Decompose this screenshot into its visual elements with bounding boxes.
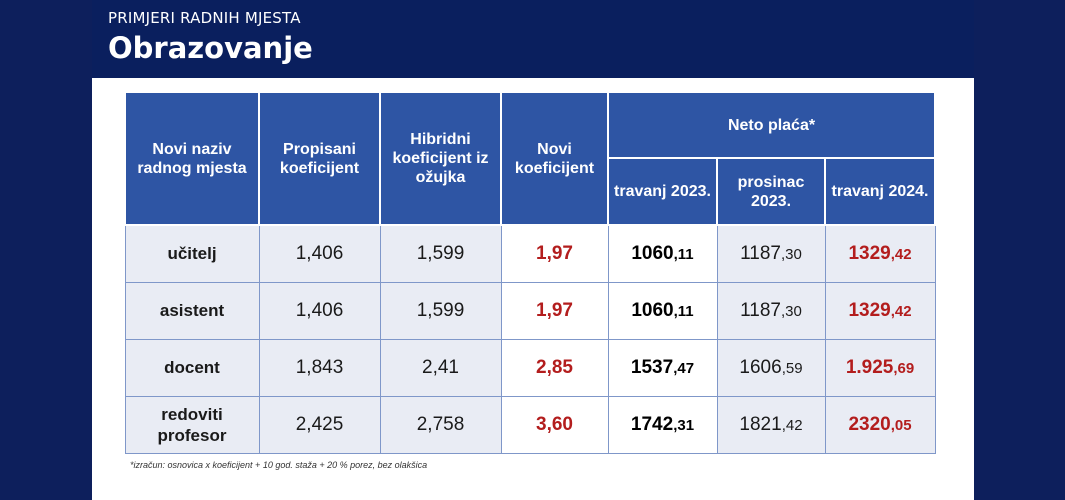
cell-prosinac-2023: 1821,42 (716, 395, 826, 454)
col-header-hibridni: Hibridni koeficijent iz ožujka (379, 91, 502, 226)
cell-travanj-2023: 1742,31 (607, 395, 718, 454)
value-main: 1329 (848, 242, 891, 264)
value-main: 1606 (739, 356, 782, 378)
cell-naziv: docent (124, 338, 260, 397)
value-main: 1329 (848, 299, 891, 321)
value-main: 1187 (740, 242, 781, 264)
cell-propisani: 2,425 (258, 395, 381, 454)
value-decimal: ,59 (781, 359, 803, 377)
value-decimal: ,69 (893, 359, 915, 377)
cell-prosinac-2023: 1187,30 (716, 224, 826, 283)
page-title: Obrazovanje (108, 31, 313, 65)
cell-hibridni: 1,599 (379, 224, 502, 283)
cell-novi: 3,60 (500, 395, 609, 454)
col-header-novi: Novi koeficijent (500, 91, 609, 226)
value-decimal: ,11 (673, 302, 694, 320)
value-main: 1060 (631, 299, 674, 321)
cell-travanj-2023: 1060,11 (607, 224, 718, 283)
footnote: *izračun: osnovica x koeficijent + 10 go… (130, 460, 428, 470)
value-decimal: ,47 (673, 359, 695, 377)
table-row: učitelj 1,406 1,599 1,97 1060,11 1187,30… (124, 224, 936, 283)
table-row: redoviti profesor 2,425 2,758 3,60 1742,… (124, 395, 936, 454)
value-decimal: ,30 (781, 245, 802, 263)
value-decimal: ,05 (890, 416, 912, 434)
value-decimal: ,31 (673, 416, 695, 434)
col-header-travanj-2023: travanj 2023. (607, 157, 718, 226)
col-header-travanj-2024: travanj 2024. (823, 157, 937, 226)
salary-table: Novi naziv radnog mjesta Propisani koefi… (124, 91, 937, 454)
cell-novi: 1,97 (500, 224, 609, 283)
value-decimal: ,42 (890, 302, 912, 320)
cell-novi: 1,97 (500, 281, 609, 340)
cell-hibridni: 2,758 (379, 395, 502, 454)
cell-naziv: redoviti profesor (124, 395, 260, 454)
value-main: 2320 (848, 413, 891, 435)
cell-novi: 2,85 (500, 338, 609, 397)
value-main: 1.925 (845, 356, 894, 378)
cell-naziv: učitelj (124, 224, 260, 283)
value-decimal: ,42 (890, 245, 912, 263)
cell-travanj-2023: 1537,47 (607, 338, 718, 397)
value-main: 1821 (739, 413, 782, 435)
col-header-neto: Neto plaća* (606, 91, 937, 159)
header-bar (92, 0, 974, 78)
cell-travanj-2024: 1.925,69 (824, 338, 936, 397)
value-decimal: ,30 (781, 302, 802, 320)
col-header-naziv: Novi naziv radnog mjesta (124, 91, 260, 226)
value-main: 1742 (630, 413, 674, 435)
cell-travanj-2024: 1329,42 (824, 281, 936, 340)
cell-hibridni: 1,599 (379, 281, 502, 340)
value-decimal: ,42 (781, 416, 803, 434)
table-row: docent 1,843 2,41 2,85 1537,47 1606,59 1… (124, 338, 936, 397)
cell-prosinac-2023: 1187,30 (716, 281, 826, 340)
cell-travanj-2024: 1329,42 (824, 224, 936, 283)
cell-hibridni: 2,41 (379, 338, 502, 397)
col-header-prosinac-2023: prosinac 2023. (716, 157, 826, 226)
cell-prosinac-2023: 1606,59 (716, 338, 826, 397)
supertitle: PRIMJERI RADNIH MJESTA (108, 9, 301, 27)
col-header-propisani: Propisani koeficijent (258, 91, 381, 226)
value-main: 1187 (740, 299, 781, 321)
cell-travanj-2023: 1060,11 (607, 281, 718, 340)
cell-travanj-2024: 2320,05 (824, 395, 936, 454)
value-decimal: ,11 (673, 245, 694, 263)
table-row: asistent 1,406 1,599 1,97 1060,11 1187,3… (124, 281, 936, 340)
value-main: 1060 (631, 242, 674, 264)
cell-naziv: asistent (124, 281, 260, 340)
value-main: 1537 (630, 356, 674, 378)
cell-propisani: 1,843 (258, 338, 381, 397)
cell-propisani: 1,406 (258, 224, 381, 283)
cell-propisani: 1,406 (258, 281, 381, 340)
